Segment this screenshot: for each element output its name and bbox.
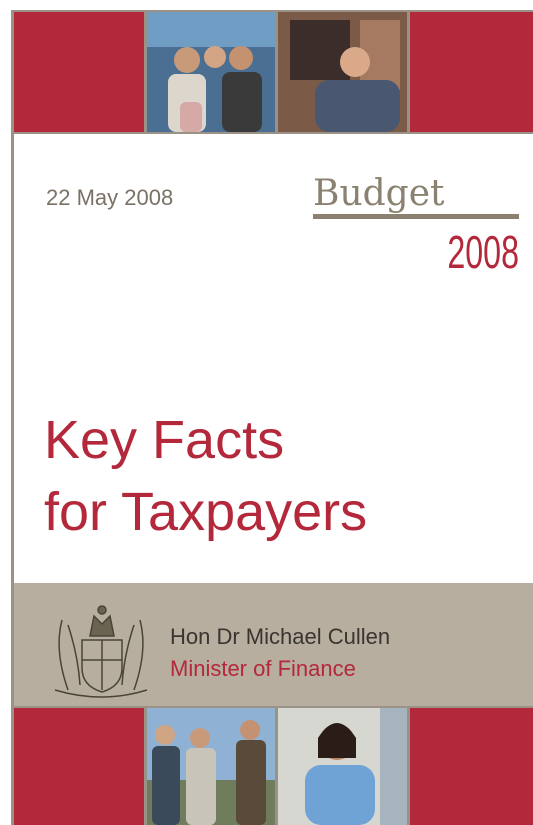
illustration-shape xyxy=(152,746,180,825)
illustration-shape xyxy=(229,46,253,70)
budget-year: 2008 xyxy=(447,227,519,278)
illustration-shape xyxy=(236,740,266,825)
budget-word: Budget xyxy=(313,173,445,214)
illustration-shape xyxy=(315,80,400,132)
band-fill xyxy=(14,583,533,706)
budget-rule xyxy=(313,214,519,219)
illustration-shape xyxy=(340,47,370,77)
red-block xyxy=(14,12,144,132)
illustration-shape xyxy=(58,619,81,691)
red-block xyxy=(410,708,533,825)
illustration-shape xyxy=(204,46,226,68)
red-block xyxy=(14,708,144,825)
illustration-shape xyxy=(290,20,350,80)
band-rule xyxy=(14,132,533,134)
illustration-shape xyxy=(222,72,262,132)
date: 22 May 2008 xyxy=(46,185,173,210)
illustration-shape xyxy=(54,689,148,698)
top-band xyxy=(14,10,533,134)
photo-elders xyxy=(147,708,275,825)
photo-family xyxy=(147,12,275,132)
illustration-shape xyxy=(121,619,144,691)
photo-woman xyxy=(278,708,407,825)
illustration-shape xyxy=(186,748,216,825)
illustration-shape xyxy=(89,614,115,637)
title-line: for Taxpayers xyxy=(44,482,367,542)
minister-band: Hon Dr Michael Cullen Minister of Financ… xyxy=(14,583,533,706)
illustration-shape xyxy=(318,723,356,758)
photo-man xyxy=(278,12,407,132)
illustration-shape xyxy=(180,102,202,132)
title-line: Key Facts xyxy=(44,410,284,470)
illustration-shape xyxy=(380,708,407,825)
minister-role: Minister of Finance xyxy=(170,656,356,681)
coat-of-arms xyxy=(54,605,148,698)
illustration-shape xyxy=(97,605,107,615)
red-block xyxy=(410,12,533,132)
minister-name: Hon Dr Michael Cullen xyxy=(170,624,390,649)
illustration-shape xyxy=(155,725,175,745)
illustration-shape xyxy=(190,728,210,748)
bottom-band xyxy=(14,706,533,825)
illustration-shape xyxy=(240,720,260,740)
illustration-shape xyxy=(174,47,200,73)
illustration-shape xyxy=(81,639,123,693)
left-border xyxy=(11,10,14,825)
illustration-shape xyxy=(147,12,275,47)
illustration-shape xyxy=(305,765,375,825)
